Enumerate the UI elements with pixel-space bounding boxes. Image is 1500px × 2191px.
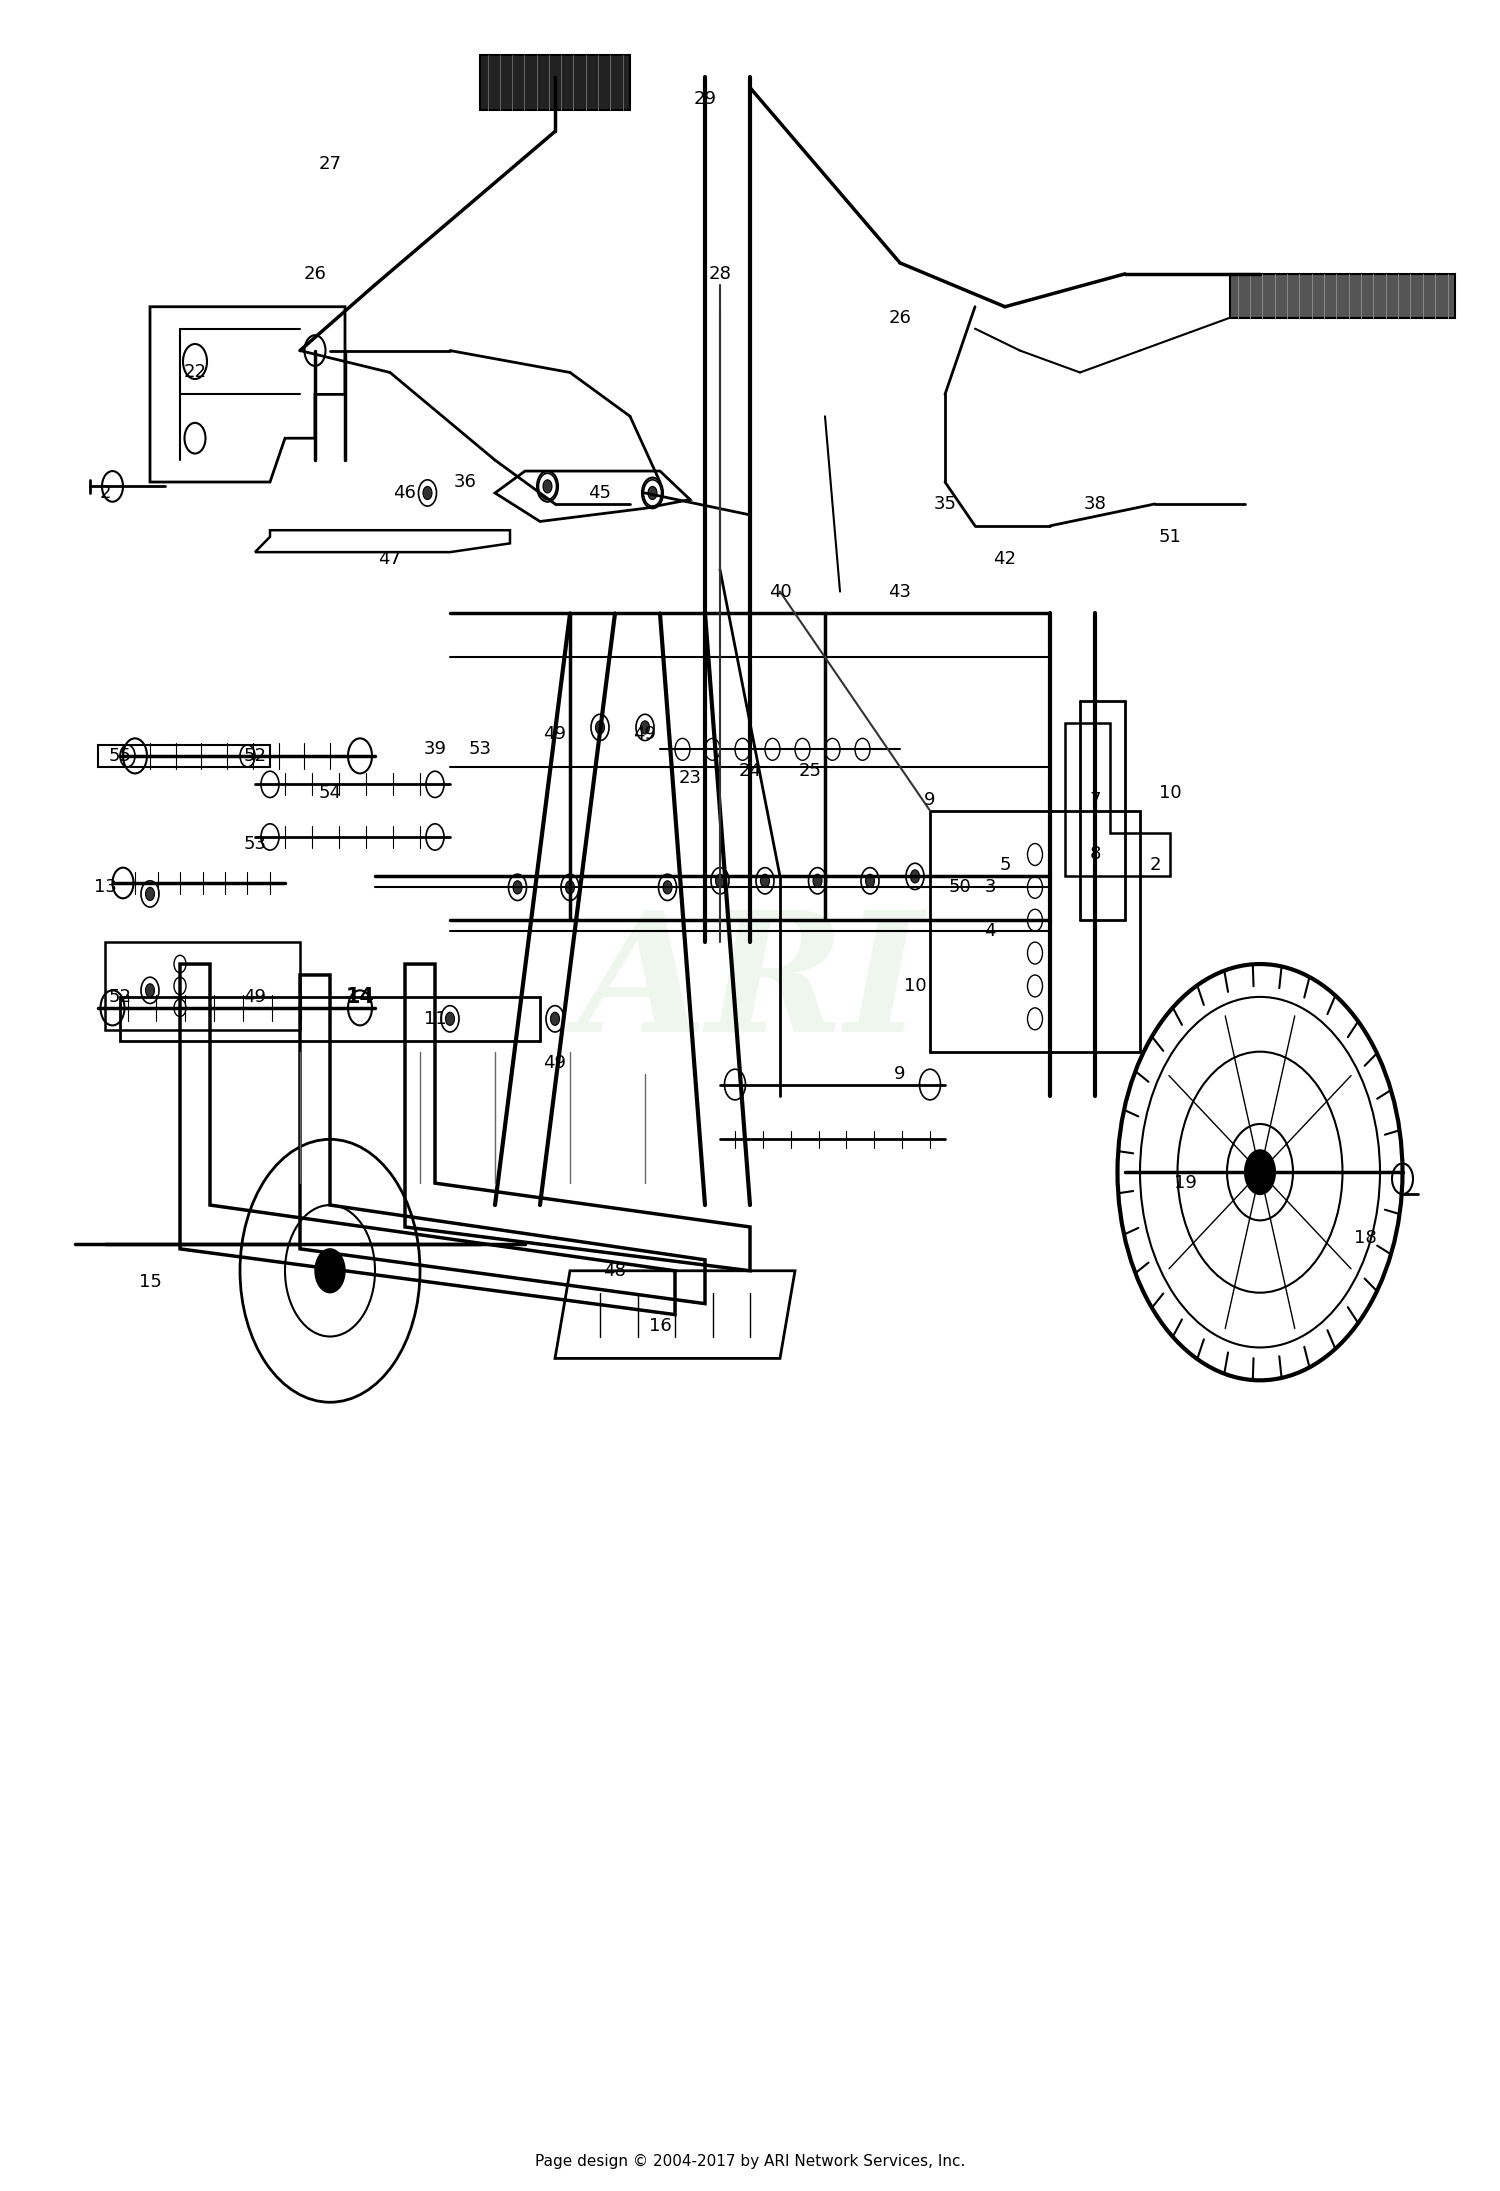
Text: 35: 35 — [933, 495, 957, 513]
Text: 49: 49 — [543, 1054, 567, 1071]
Circle shape — [146, 984, 154, 997]
Circle shape — [146, 887, 154, 901]
Text: 52: 52 — [243, 747, 267, 765]
Text: 10: 10 — [1158, 784, 1182, 802]
Text: 13: 13 — [93, 879, 117, 896]
Circle shape — [813, 874, 822, 887]
Circle shape — [648, 486, 657, 500]
Circle shape — [640, 721, 650, 734]
Text: 28: 28 — [708, 265, 732, 283]
Text: 53: 53 — [243, 835, 267, 852]
Text: 46: 46 — [393, 484, 417, 502]
Text: 26: 26 — [888, 309, 912, 326]
Circle shape — [596, 721, 604, 734]
Text: ARI: ARI — [578, 905, 922, 1067]
Text: 39: 39 — [423, 741, 447, 758]
Circle shape — [910, 870, 920, 883]
Text: 3: 3 — [984, 879, 996, 896]
Circle shape — [446, 1012, 454, 1025]
Text: 14: 14 — [345, 986, 375, 1008]
Polygon shape — [480, 55, 630, 110]
Text: 4: 4 — [984, 922, 996, 940]
Text: 29: 29 — [693, 90, 717, 107]
Circle shape — [513, 881, 522, 894]
Text: 53: 53 — [468, 741, 492, 758]
Text: 48: 48 — [603, 1262, 627, 1280]
Text: 36: 36 — [453, 473, 477, 491]
Text: 26: 26 — [303, 265, 327, 283]
Circle shape — [1245, 1150, 1275, 1194]
Circle shape — [663, 881, 672, 894]
Text: 9: 9 — [894, 1065, 906, 1082]
Circle shape — [865, 874, 874, 887]
Text: Page design © 2004-2017 by ARI Network Services, Inc.: Page design © 2004-2017 by ARI Network S… — [536, 2154, 964, 2169]
Circle shape — [760, 874, 770, 887]
Text: 23: 23 — [678, 769, 702, 787]
Text: 47: 47 — [378, 550, 402, 567]
Text: 19: 19 — [1173, 1174, 1197, 1192]
Text: 52: 52 — [108, 988, 132, 1006]
Text: 10: 10 — [903, 977, 927, 995]
Text: 43: 43 — [888, 583, 912, 600]
Text: 18: 18 — [1353, 1229, 1377, 1247]
Text: 9: 9 — [924, 791, 936, 808]
Text: 42: 42 — [993, 550, 1017, 567]
Circle shape — [315, 1249, 345, 1293]
Text: 8: 8 — [1089, 846, 1101, 863]
Text: 16: 16 — [648, 1317, 672, 1334]
Text: 24: 24 — [738, 762, 762, 780]
Text: 49: 49 — [633, 725, 657, 743]
Circle shape — [550, 1012, 560, 1025]
Text: 2: 2 — [99, 484, 111, 502]
Text: 55: 55 — [108, 747, 132, 765]
Text: 40: 40 — [768, 583, 792, 600]
Text: 51: 51 — [1158, 528, 1182, 546]
Text: 54: 54 — [318, 784, 342, 802]
Text: 11: 11 — [423, 1010, 447, 1028]
Text: 49: 49 — [243, 988, 267, 1006]
Text: 27: 27 — [318, 156, 342, 173]
Text: 5: 5 — [999, 857, 1011, 874]
Text: 49: 49 — [543, 725, 567, 743]
Text: 45: 45 — [588, 484, 612, 502]
Circle shape — [423, 486, 432, 500]
Text: 25: 25 — [798, 762, 822, 780]
Text: 15: 15 — [138, 1273, 162, 1290]
Circle shape — [566, 881, 574, 894]
Text: 38: 38 — [1083, 495, 1107, 513]
Text: 50: 50 — [948, 879, 972, 896]
Circle shape — [543, 480, 552, 493]
Circle shape — [716, 874, 724, 887]
Polygon shape — [1230, 274, 1455, 318]
Text: 22: 22 — [183, 364, 207, 381]
Text: 7: 7 — [1089, 791, 1101, 808]
Text: 2: 2 — [1149, 857, 1161, 874]
